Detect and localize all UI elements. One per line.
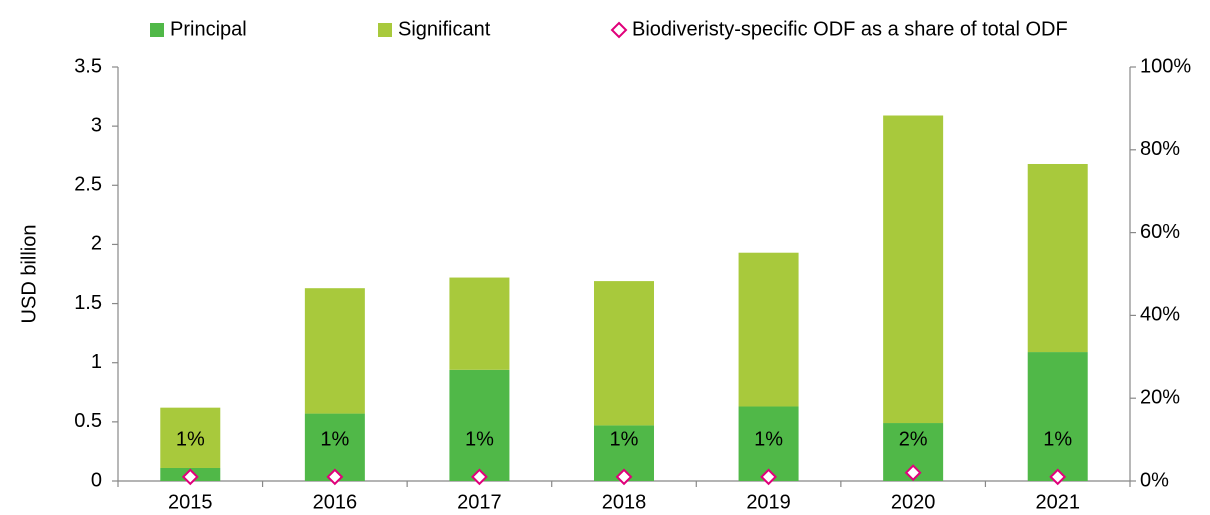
bar-segment [594,281,654,426]
y2-tick-label: 0% [1140,469,1169,491]
y-tick-label: 2 [91,233,102,255]
bar-segment [883,115,944,424]
x-tick-label: 2018 [602,491,647,513]
data-label: 1% [1043,428,1072,450]
bar-segment [1027,352,1088,481]
legend-swatch [378,23,392,37]
y2-tick-label: 40% [1140,304,1180,326]
y-tick-label: 1 [91,351,102,373]
data-label: 2% [899,428,928,450]
marker [615,468,633,486]
legend-label: Biodiveristy-specific ODF as a share of … [632,18,1068,40]
data-label: 1% [320,428,349,450]
y-tick-label: 2.5 [74,174,102,196]
bar-segment [160,407,221,468]
marker [760,468,777,486]
y-tick-label: 0 [91,469,102,491]
x-tick-label: 2015 [168,491,213,513]
bar-segment [449,277,510,370]
y-tick-label: 3.5 [74,55,102,77]
y2-tick-label: 20% [1140,386,1180,408]
marker [326,468,344,486]
data-label: 1% [754,428,783,450]
y2-tick-label: 100% [1140,55,1191,77]
marker [904,464,922,482]
y2-tick-label: 80% [1140,138,1180,160]
marker [1049,468,1067,486]
marker [471,468,488,486]
bar-segment [304,288,365,414]
y-tick-label: 3 [91,114,102,136]
bar-segment [738,252,799,407]
bar-segment [1027,163,1088,353]
y-tick-label: 1.5 [74,292,102,314]
x-tick-label: 2020 [891,491,936,513]
x-tick-label: 2019 [746,491,791,513]
marker [181,468,199,486]
x-tick-label: 2017 [457,491,502,513]
legend-swatch [150,23,164,37]
y-axis-label: USD billion [18,225,40,324]
legend-marker [610,21,628,39]
x-tick-label: 2021 [1035,491,1080,513]
data-label: 1% [465,428,494,450]
legend-label: Principal [170,18,247,40]
data-label: 1% [176,428,205,450]
bar-segment [449,369,510,481]
y2-tick-label: 60% [1140,221,1180,243]
y-tick-label: 0.5 [74,410,102,432]
legend-label: Significant [398,18,491,40]
x-tick-label: 2016 [313,491,358,513]
data-label: 1% [610,428,639,450]
